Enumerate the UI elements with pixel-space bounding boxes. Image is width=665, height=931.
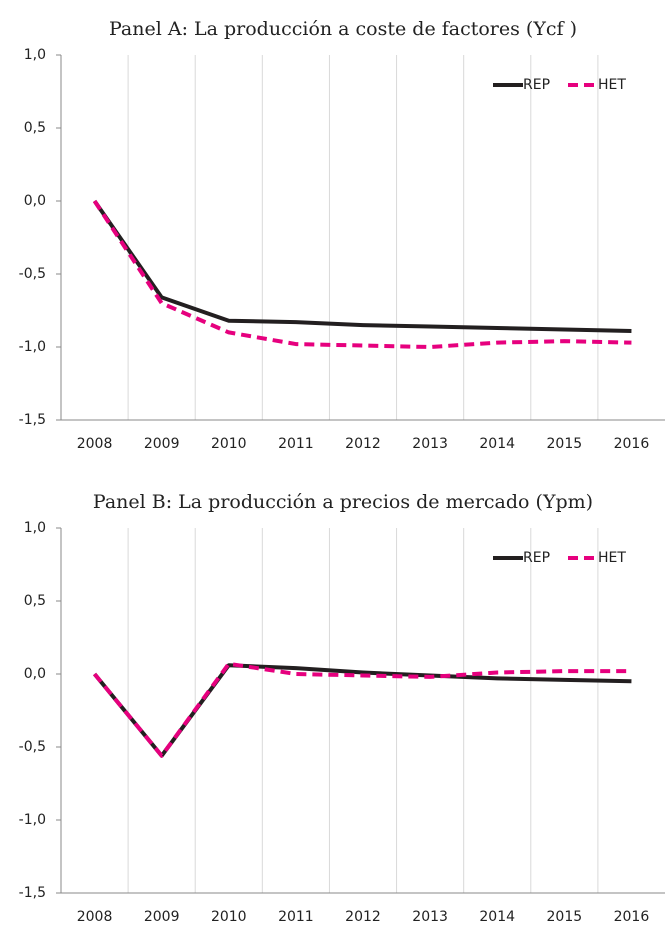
y-tick-label: -0,5 — [19, 739, 46, 755]
chart-title: Panel A: La producción a coste de factor… — [109, 18, 577, 40]
y-tick-label: -1,0 — [19, 339, 46, 355]
x-tick-label: 2008 — [77, 909, 113, 925]
x-tick-label: 2008 — [77, 436, 113, 452]
x-tick-label: 2015 — [547, 436, 583, 452]
x-tick-label: 2015 — [547, 909, 583, 925]
x-tick-label: 2012 — [345, 436, 381, 452]
x-tick-label: 2013 — [412, 436, 448, 452]
x-tick-label: 2014 — [479, 436, 515, 452]
x-tick-label: 2016 — [614, 436, 650, 452]
y-tick-label: 0,0 — [24, 193, 46, 209]
x-tick-label: 2009 — [144, 909, 180, 925]
series-line — [93, 661, 632, 758]
x-tick-label: 2009 — [144, 436, 180, 452]
x-tick-label: 2010 — [211, 436, 247, 452]
x-tick-label: 2011 — [278, 909, 314, 925]
y-tick-label: -1,0 — [19, 812, 46, 828]
legend-label: HET — [598, 77, 626, 93]
series-line — [93, 663, 632, 758]
y-tick-label: 1,0 — [24, 47, 46, 63]
legend-label: REP — [523, 77, 550, 93]
x-tick-label: 2014 — [479, 909, 515, 925]
x-tick-label: 2011 — [278, 436, 314, 452]
y-tick-label: 0,0 — [24, 666, 46, 682]
y-tick-label: 1,0 — [24, 520, 46, 536]
y-tick-label: -0,5 — [19, 266, 46, 282]
y-tick-label: 0,5 — [24, 593, 46, 609]
x-tick-label: 2016 — [614, 909, 650, 925]
x-tick-label: 2012 — [345, 909, 381, 925]
y-tick-label: 0,5 — [24, 120, 46, 136]
x-tick-label: 2010 — [211, 909, 247, 925]
y-tick-label: -1,5 — [19, 412, 46, 428]
legend-label: HET — [598, 550, 626, 566]
series-line — [92, 199, 632, 333]
x-tick-label: 2013 — [412, 909, 448, 925]
y-tick-label: -1,5 — [19, 885, 46, 901]
legend-label: REP — [523, 550, 550, 566]
chart-title: Panel B: La producción a precios de merc… — [93, 491, 593, 513]
series-line — [92, 199, 632, 349]
